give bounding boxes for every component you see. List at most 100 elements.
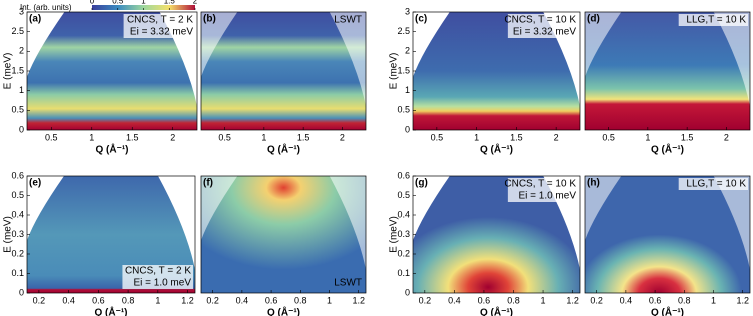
x-axis-label: Q (Å⁻¹) — [267, 306, 300, 316]
annotation-box — [678, 178, 748, 190]
x-tick-label: 0.6 — [649, 295, 662, 305]
kinematic-mask — [329, 176, 366, 270]
y-tick-label: 0.3 — [11, 229, 24, 239]
x-tick-label: 0.6 — [92, 295, 105, 305]
y-tick-label: 0.5 — [11, 105, 24, 115]
x-tick-label: 0.4 — [620, 295, 633, 305]
x-tick-label: 2 — [554, 132, 559, 142]
x-axis-label: Q (Å⁻¹) — [480, 143, 513, 156]
x-tick-label: 0.5 — [602, 132, 615, 142]
colorbar-tick-label: 0 — [90, 0, 95, 6]
annotation: CNCS, T = 10 K — [504, 179, 576, 190]
x-tick-label: 1 — [261, 132, 266, 142]
x-tick-label: 0.5 — [45, 132, 58, 142]
x-axis-label: Q (Å⁻¹) — [480, 306, 513, 316]
y-tick-label: 0.3 — [397, 229, 410, 239]
x-tick-label: 0.8 — [507, 295, 520, 305]
y-tick-label: 0 — [19, 287, 24, 297]
x-tick-label: 2 — [340, 132, 345, 142]
kinematic-mask — [27, 12, 65, 77]
annotation-box — [507, 178, 578, 202]
kinematic-mask — [201, 176, 238, 241]
kinematic-mask — [413, 176, 450, 241]
y-tick-label: 2 — [19, 46, 24, 56]
y-tick-label: 3 — [19, 6, 24, 16]
panel-label: (b) — [203, 14, 216, 25]
panel-frame — [200, 11, 367, 131]
panel-label: (e) — [29, 178, 41, 189]
y-tick-label: 1.5 — [397, 65, 410, 75]
x-tick-label: 1 — [155, 295, 160, 305]
x-tick-label: 0.5 — [431, 132, 444, 142]
panel-frame — [584, 11, 751, 131]
y-tick-label: 0.5 — [397, 105, 410, 115]
x-axis-label: Q (Å⁻¹) — [651, 306, 684, 316]
panel-label: (h) — [587, 178, 600, 189]
y-tick-label: 0.1 — [11, 268, 24, 278]
heatmap — [201, 12, 366, 130]
y-tick-label: 0.1 — [397, 268, 410, 278]
x-tick-label: 0.2 — [206, 295, 219, 305]
x-axis-label: Q (Å⁻¹) — [94, 306, 127, 316]
x-tick-label: 1 — [541, 295, 546, 305]
y-tick-label: 2.5 — [11, 26, 24, 36]
panel-label: (a) — [29, 14, 41, 25]
y-tick-label: 1 — [405, 85, 410, 95]
annotation-box — [122, 265, 193, 289]
kinematic-mask — [713, 12, 750, 107]
x-tick-label: 0.5 — [218, 132, 231, 142]
panel-label: (g) — [415, 178, 428, 189]
annotation: Ei = 3.32 meV — [513, 27, 576, 38]
kinematic-mask — [27, 176, 64, 241]
x-tick-label: 0.8 — [678, 295, 691, 305]
x-tick-label: 1.2 — [736, 295, 749, 305]
y-axis-label: E (meV) — [3, 53, 14, 90]
colorbar — [92, 5, 195, 10]
x-tick-label: 1.2 — [181, 295, 194, 305]
x-tick-label: 1.5 — [510, 132, 523, 142]
x-tick-label: 1.2 — [352, 295, 365, 305]
annotation: Ei = 1.0 meV — [133, 278, 191, 289]
x-tick-label: 0.2 — [590, 295, 603, 305]
x-tick-label: 1 — [89, 132, 94, 142]
y-tick-label: 0 — [19, 124, 24, 134]
x-tick-label: 0.4 — [62, 295, 75, 305]
panel-label: (d) — [587, 14, 600, 25]
y-tick-label: 1 — [19, 85, 24, 95]
y-tick-label: 0.4 — [11, 209, 24, 219]
kinematic-mask — [585, 12, 622, 77]
heatmap — [585, 176, 750, 293]
x-tick-label: 1 — [711, 295, 716, 305]
annotation: Ei = 3.32 meV — [130, 27, 193, 38]
kinematic-mask — [201, 12, 238, 77]
x-axis-label: Q (Å⁻¹) — [95, 143, 128, 156]
colorbar-tick-label: 0.5 — [112, 0, 124, 6]
y-tick-label: 0.5 — [397, 190, 410, 200]
y-tick-label: 0 — [405, 124, 410, 134]
x-tick-label: 0.8 — [294, 295, 307, 305]
x-tick-label: 0.2 — [33, 295, 46, 305]
x-axis-label: Q (Å⁻¹) — [267, 143, 300, 156]
x-tick-label: 0.6 — [265, 295, 278, 305]
annotation-box — [123, 14, 195, 38]
annotation-box — [678, 14, 748, 26]
x-tick-label: 1.2 — [566, 295, 579, 305]
annotation: CNCS, T = 2 K — [125, 266, 191, 277]
x-tick-label: 0.2 — [419, 295, 432, 305]
y-tick-label: 0 — [405, 287, 410, 297]
x-tick-label: 1 — [474, 132, 479, 142]
y-tick-label: 0.6 — [11, 170, 24, 180]
annotation-box — [507, 14, 578, 38]
y-tick-label: 0.2 — [397, 248, 410, 258]
panel-label: (c) — [415, 14, 427, 25]
y-tick-label: 2.5 — [397, 26, 410, 36]
kinematic-mask — [329, 12, 366, 107]
x-tick-label: 1.5 — [126, 132, 139, 142]
x-tick-label: 0.4 — [448, 295, 461, 305]
y-tick-label: 0.4 — [397, 209, 410, 219]
x-tick-label: 1 — [645, 132, 650, 142]
kinematic-mask — [713, 176, 750, 270]
x-tick-label: 2 — [170, 132, 175, 142]
panel-label: (f) — [203, 178, 213, 189]
